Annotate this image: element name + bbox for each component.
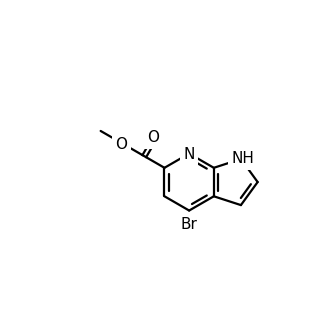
- Text: O: O: [147, 130, 159, 146]
- Text: NH: NH: [232, 151, 255, 166]
- Text: N: N: [183, 147, 195, 162]
- Text: O: O: [115, 137, 128, 152]
- Text: Br: Br: [181, 217, 198, 232]
